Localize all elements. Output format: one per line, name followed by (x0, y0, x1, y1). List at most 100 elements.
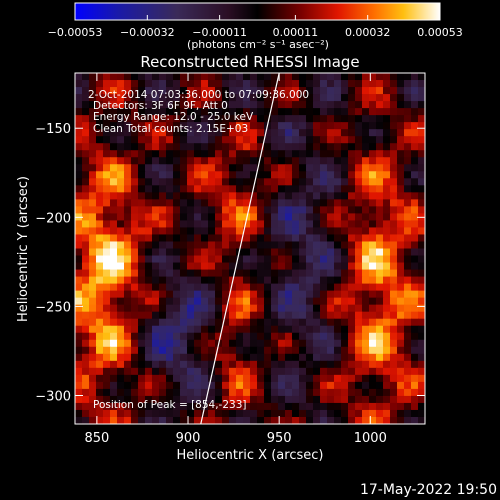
heatmap-cell (390, 318, 398, 327)
heatmap-cell (173, 297, 181, 306)
heatmap-cell (299, 395, 307, 404)
heatmap-cell (271, 346, 279, 355)
heatmap-cell (355, 234, 363, 243)
heatmap-cell (376, 255, 384, 264)
heatmap-cell (166, 108, 174, 116)
heatmap-cell (264, 199, 272, 207)
heatmap-cell (82, 283, 90, 292)
heatmap-cell (89, 143, 97, 151)
heatmap-cell (257, 381, 265, 390)
heatmap-cell (313, 360, 321, 369)
heatmap-cell (194, 220, 202, 229)
heatmap-cell (222, 164, 230, 172)
heatmap-cell (376, 171, 384, 179)
heatmap-cell (285, 199, 293, 207)
heatmap-cell (418, 332, 425, 341)
heatmap-cell (390, 164, 398, 172)
heatmap-cell (285, 367, 293, 376)
heatmap-cell (334, 164, 342, 172)
heatmap-cell (306, 234, 314, 243)
heatmap-cell (264, 360, 272, 369)
heatmap-cell (327, 374, 335, 383)
heatmap-cell (138, 304, 146, 313)
heatmap-cell (180, 73, 188, 81)
heatmap-cell (376, 192, 384, 200)
heatmap-cell (103, 346, 111, 355)
heatmap-cell (138, 367, 146, 376)
heatmap-cell (75, 262, 83, 271)
heatmap-cell (215, 311, 223, 320)
heatmap-cell (75, 325, 83, 334)
heatmap-cell (201, 339, 209, 348)
heatmap-cell (411, 101, 419, 109)
heatmap-cell (222, 178, 230, 186)
heatmap-cell (89, 164, 97, 172)
heatmap-cell (229, 171, 237, 179)
heatmap-cell (166, 206, 174, 214)
heatmap-cell (411, 213, 419, 222)
heatmap-cell (131, 353, 139, 362)
heatmap-cell (404, 318, 412, 327)
heatmap-cell (397, 290, 405, 299)
heatmap-cell (201, 143, 209, 151)
heatmap-cell (194, 276, 202, 285)
heatmap-cell (292, 332, 300, 341)
heatmap-cell (131, 332, 139, 341)
heatmap-cell (250, 297, 258, 306)
heatmap-cell (180, 311, 188, 320)
heatmap-cell (75, 402, 83, 411)
heatmap-cell (362, 136, 370, 144)
heatmap-cell (75, 255, 83, 264)
heatmap-cell (173, 346, 181, 355)
heatmap-cell (166, 73, 174, 81)
heatmap-cell (215, 353, 223, 362)
heatmap-cell (362, 101, 370, 109)
heatmap-cell (418, 192, 425, 200)
heatmap-cell (278, 304, 286, 313)
heatmap-cell (215, 220, 223, 229)
heatmap-cell (320, 346, 328, 355)
heatmap-cell (418, 143, 425, 151)
heatmap-cell (187, 213, 195, 222)
heatmap-cell (327, 143, 335, 151)
heatmap-cell (292, 325, 300, 334)
heatmap-cell (355, 171, 363, 179)
heatmap-cell (152, 129, 160, 137)
heatmap-cell (208, 80, 216, 88)
heatmap-cell (250, 227, 258, 236)
heatmap-cell (390, 346, 398, 355)
heatmap-cell (243, 402, 251, 411)
heatmap-cell (96, 304, 104, 313)
heatmap-cell (292, 185, 300, 193)
heatmap-cell (299, 416, 307, 424)
heatmap-cell (82, 353, 90, 362)
heatmap-cell (173, 101, 181, 109)
heatmap-cell (173, 206, 181, 214)
heatmap-cell (96, 416, 104, 424)
heatmap-cell (82, 192, 90, 200)
heatmap-cell (292, 416, 300, 424)
heatmap-cell (236, 164, 244, 172)
heatmap-cell (285, 353, 293, 362)
heatmap-cell (271, 101, 279, 109)
heatmap-cell (159, 150, 167, 158)
heatmap-cell (418, 339, 425, 348)
heatmap-cell (376, 381, 384, 390)
heatmap-cell (75, 374, 83, 383)
heatmap-cell (138, 220, 146, 229)
heatmap-cell (236, 353, 244, 362)
heatmap-cell (138, 129, 146, 137)
heatmap-cell (383, 241, 391, 250)
heatmap-cell (110, 262, 118, 271)
heatmap-cell (187, 402, 195, 411)
heatmap-cell (124, 311, 132, 320)
heatmap-cell (250, 115, 258, 123)
heatmap-cell (124, 381, 132, 390)
heatmap-cell (229, 290, 237, 299)
heatmap-cell (222, 122, 230, 130)
heatmap-cell (131, 220, 139, 229)
heatmap-cell (208, 374, 216, 383)
heatmap-cell (327, 80, 335, 88)
heatmap-cell (411, 360, 419, 369)
heatmap-cell (369, 416, 377, 424)
